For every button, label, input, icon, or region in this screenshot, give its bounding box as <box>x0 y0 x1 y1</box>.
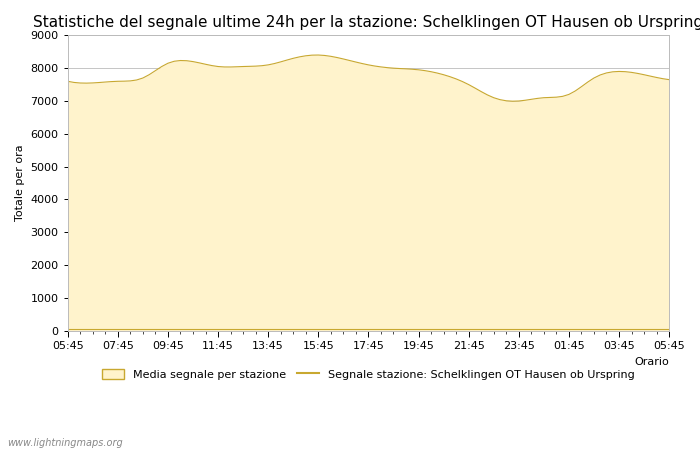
Text: www.lightningmaps.org: www.lightningmaps.org <box>7 438 122 448</box>
X-axis label: Orario: Orario <box>634 357 669 367</box>
Title: Statistiche del segnale ultime 24h per la stazione: Schelklingen OT Hausen ob Ur: Statistiche del segnale ultime 24h per l… <box>34 15 700 30</box>
Legend: Media segnale per stazione, Segnale stazione: Schelklingen OT Hausen ob Urspring: Media segnale per stazione, Segnale staz… <box>97 364 640 384</box>
Y-axis label: Totale per ora: Totale per ora <box>15 145 25 221</box>
